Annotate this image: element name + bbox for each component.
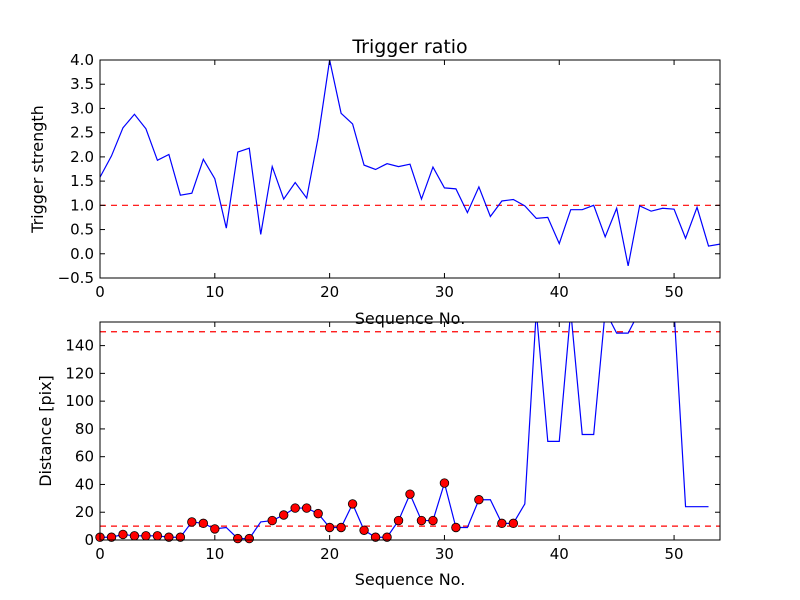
y-tick-label: 140 — [65, 337, 94, 355]
data-point-marker — [347, 499, 358, 509]
data-point-marker — [106, 532, 117, 542]
data-point-marker — [267, 515, 277, 526]
y-tick-label: 4.0 — [70, 51, 94, 69]
data-point-marker — [451, 522, 461, 533]
data-point-marker — [141, 531, 151, 541]
data-point-marker — [324, 522, 335, 533]
y-tick-label: 3.0 — [70, 99, 94, 117]
data-point-marker — [279, 510, 289, 520]
y-tick-label: 40 — [75, 475, 94, 493]
data-point-marker — [405, 489, 415, 499]
distance-plot: 0 10 20 30 40 50 0 20 40 60 80 100 120 140 Sequence … — [36, 321, 721, 589]
data-point-marker — [416, 515, 427, 526]
data-point-marker — [244, 533, 254, 544]
data-point-marker — [474, 495, 484, 505]
x-tick-label: 30 — [435, 545, 454, 563]
data-point-marker — [336, 522, 346, 533]
y-tick-label: 20 — [75, 503, 94, 521]
y-tick-label: 1.0 — [70, 196, 94, 214]
x-tick-label: 0 — [95, 283, 105, 301]
chart-title: Trigger ratio — [351, 36, 467, 58]
data-point-marker — [129, 531, 140, 541]
x-tick-label: 0 — [95, 545, 105, 563]
data-point-marker — [439, 478, 450, 488]
x-tick-label: 40 — [550, 283, 569, 301]
data-point-marker — [152, 531, 163, 541]
plot-frame — [99, 59, 721, 279]
y-tick-label: 0.5 — [70, 221, 94, 239]
data-point-marker — [198, 518, 209, 529]
x-axis-label: Sequence No. — [355, 570, 466, 589]
y-tick-label: 60 — [75, 448, 94, 466]
y-axis-label: Distance [pix] — [36, 375, 55, 487]
trigger-ratio-plot: Trigger ratio 0 10 20 30 40 50 −0.5 0.0 0.5 1.0 1… — [28, 36, 721, 328]
data-point-marker — [428, 515, 438, 526]
x-tick-label: 40 — [550, 545, 569, 563]
data-point-marker — [313, 508, 323, 519]
data-point-marker — [164, 532, 174, 542]
y-tick-label: 3.5 — [70, 75, 94, 93]
y-tick-label: −0.5 — [58, 269, 94, 287]
x-tick-label: 50 — [665, 545, 684, 563]
data-point-marker — [175, 532, 186, 542]
plot-frame — [99, 321, 721, 541]
x-tick-label: 20 — [320, 545, 339, 563]
x-axis-label: Sequence No. — [355, 309, 466, 328]
data-point-marker — [370, 532, 381, 542]
data-point-marker — [301, 503, 312, 513]
y-tick-label: 0 — [84, 531, 94, 549]
x-tick-label: 10 — [205, 283, 224, 301]
y-tick-label: 1.5 — [70, 172, 94, 190]
x-tick-label: 30 — [435, 283, 454, 301]
y-tick-label: 2.0 — [70, 148, 94, 166]
data-point-marker — [497, 518, 507, 529]
data-point-marker — [359, 525, 369, 535]
data-point-marker — [210, 524, 220, 534]
data-point-marker — [118, 529, 128, 540]
y-tick-label: 80 — [75, 420, 94, 438]
y-tick-label: 100 — [65, 392, 94, 410]
data-point-marker — [508, 518, 519, 529]
data-point-marker — [187, 517, 197, 527]
series-line — [100, 60, 720, 267]
data-point-marker — [290, 503, 300, 513]
y-tick-label: 2.5 — [70, 124, 94, 142]
x-tick-label: 10 — [205, 545, 224, 563]
y-tick-label: 120 — [65, 364, 94, 382]
data-point-marker — [382, 532, 392, 542]
x-tick-label: 50 — [665, 283, 684, 301]
y-tick-label: 0.0 — [70, 245, 94, 263]
data-point-marker — [233, 533, 243, 544]
y-axis-label: Trigger strength — [28, 105, 47, 234]
x-tick-label: 20 — [320, 283, 339, 301]
data-point-marker — [393, 515, 404, 526]
